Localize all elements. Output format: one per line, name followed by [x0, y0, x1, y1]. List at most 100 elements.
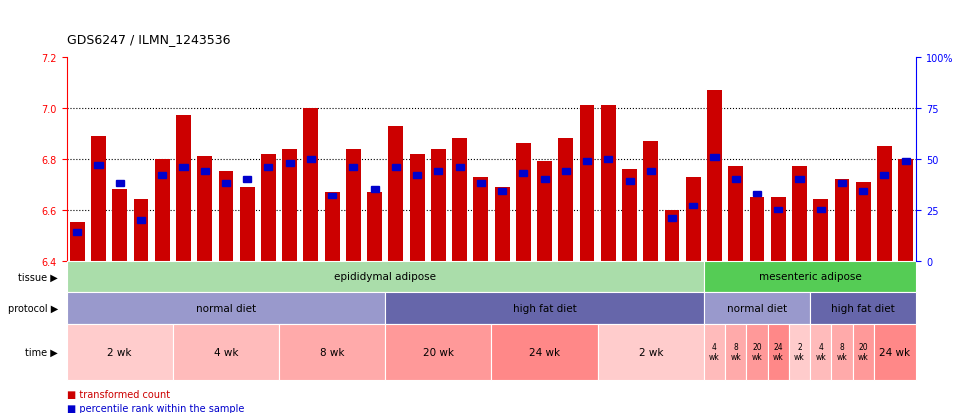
Bar [219, 172, 233, 261]
Bar [877, 147, 892, 261]
Bar [201, 169, 209, 174]
Bar [515, 144, 531, 261]
Text: 4 wk: 4 wk [214, 347, 238, 357]
Text: 20
wk: 20 wk [858, 342, 868, 362]
Bar [324, 192, 340, 261]
Bar [70, 223, 84, 261]
Bar [559, 139, 573, 261]
Text: 8 wk: 8 wk [319, 347, 344, 357]
Bar [388, 126, 404, 261]
Text: mesenteric adipose: mesenteric adipose [759, 272, 861, 282]
Bar [410, 154, 424, 261]
Bar [725, 324, 747, 380]
Bar [91, 137, 106, 261]
Bar [261, 154, 275, 261]
Bar [771, 197, 786, 261]
Text: 2
wk: 2 wk [794, 342, 805, 362]
Bar [728, 167, 743, 261]
Bar [601, 106, 615, 261]
Bar [67, 292, 385, 324]
Bar [583, 159, 591, 164]
Bar [307, 157, 315, 162]
Bar [431, 149, 446, 261]
Bar [158, 173, 167, 178]
Text: 8
wk: 8 wk [730, 342, 741, 362]
Bar [647, 169, 655, 174]
Bar [810, 292, 916, 324]
Bar [598, 324, 704, 380]
Bar [643, 142, 659, 261]
Bar [689, 203, 698, 209]
Bar [176, 116, 191, 261]
Bar [116, 181, 123, 187]
Bar [902, 159, 909, 164]
Bar [349, 165, 358, 170]
Bar [74, 230, 81, 235]
Bar [385, 292, 704, 324]
Text: 2 wk: 2 wk [108, 347, 132, 357]
Bar [328, 193, 336, 199]
Bar [880, 173, 889, 178]
Bar [285, 161, 294, 166]
Bar [240, 187, 255, 261]
Bar [767, 324, 789, 380]
Bar [704, 324, 725, 380]
Bar [874, 324, 916, 380]
Text: 20 wk: 20 wk [422, 347, 454, 357]
Text: ■ transformed count: ■ transformed count [67, 389, 170, 399]
Bar [605, 157, 612, 162]
Bar [537, 162, 552, 261]
Bar [753, 191, 761, 197]
Bar [664, 210, 679, 261]
Bar [498, 189, 506, 195]
Text: tissue ▶: tissue ▶ [19, 272, 58, 282]
Bar [385, 324, 492, 380]
Text: 4
wk: 4 wk [815, 342, 826, 362]
Bar [747, 324, 767, 380]
Text: normal diet: normal diet [727, 303, 787, 313]
Bar [704, 261, 916, 292]
Text: epididymal adipose: epididymal adipose [334, 272, 436, 282]
Bar [282, 149, 297, 261]
Bar [853, 324, 874, 380]
Bar [155, 159, 170, 261]
Text: 8
wk: 8 wk [837, 342, 848, 362]
Bar [265, 165, 272, 170]
Bar [835, 180, 850, 261]
Bar [710, 154, 718, 160]
Bar [456, 165, 464, 170]
Bar [856, 182, 870, 261]
Text: time ▶: time ▶ [25, 347, 58, 357]
Bar [133, 200, 148, 261]
Text: GDS6247 / ILMN_1243536: GDS6247 / ILMN_1243536 [67, 33, 230, 45]
Bar [789, 324, 810, 380]
Bar [625, 179, 634, 185]
Text: high fat diet: high fat diet [513, 303, 576, 313]
Bar [414, 173, 421, 178]
Bar [622, 169, 637, 261]
Bar [477, 181, 485, 187]
Bar [304, 109, 318, 261]
Text: 24
wk: 24 wk [773, 342, 784, 362]
Bar [495, 187, 510, 261]
Bar [368, 192, 382, 261]
Text: protocol ▶: protocol ▶ [8, 303, 58, 313]
Bar [792, 167, 807, 261]
Bar [859, 189, 867, 195]
Bar [392, 165, 400, 170]
Text: 2 wk: 2 wk [639, 347, 663, 357]
Bar [813, 200, 828, 261]
Bar [113, 190, 127, 261]
Bar [473, 177, 488, 261]
Bar [708, 91, 722, 261]
Bar [810, 324, 831, 380]
Text: ■ percentile rank within the sample: ■ percentile rank within the sample [67, 403, 244, 413]
Text: 4
wk: 4 wk [710, 342, 720, 362]
Bar [221, 181, 230, 187]
Bar [94, 163, 103, 169]
Bar [346, 149, 361, 261]
Bar [243, 177, 251, 183]
Text: high fat diet: high fat diet [831, 303, 895, 313]
Bar [831, 324, 853, 380]
Bar [796, 177, 804, 183]
